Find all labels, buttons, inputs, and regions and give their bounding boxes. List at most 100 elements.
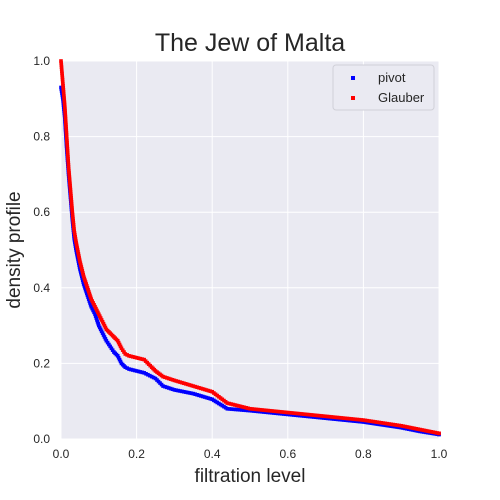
- data-point: [410, 428, 415, 432]
- data-point: [274, 411, 278, 416]
- data-point: [63, 112, 68, 117]
- data-point: [148, 373, 152, 378]
- data-point: [389, 422, 394, 427]
- data-point: [317, 415, 322, 420]
- data-point: [327, 416, 332, 421]
- data-point: [65, 146, 70, 151]
- data-point: [97, 314, 102, 318]
- data-point: [89, 304, 94, 309]
- data-point: [305, 412, 310, 417]
- data-point: [63, 110, 67, 115]
- data-point: [64, 128, 69, 133]
- data-point: [166, 376, 171, 381]
- data-point: [178, 389, 182, 393]
- data-point: [140, 357, 145, 361]
- data-point: [343, 418, 348, 422]
- data-point: [416, 429, 421, 433]
- data-point: [291, 413, 296, 417]
- data-point: [361, 418, 366, 422]
- data-point: [70, 214, 75, 219]
- data-point: [408, 427, 413, 432]
- data-point: [97, 323, 101, 328]
- data-point: [357, 419, 362, 424]
- data-point: [317, 413, 322, 418]
- data-point: [78, 267, 82, 271]
- data-point: [94, 306, 98, 311]
- data-point: [180, 389, 184, 394]
- data-point: [405, 425, 409, 429]
- data-point: [75, 246, 80, 250]
- series-glauber: [59, 59, 441, 436]
- data-point: [414, 426, 419, 431]
- data-point: [88, 303, 93, 307]
- data-point: [149, 374, 154, 379]
- data-point: [268, 410, 272, 415]
- data-point: [315, 415, 320, 420]
- data-point: [86, 287, 90, 292]
- data-point: [110, 348, 115, 352]
- data-point: [59, 63, 64, 67]
- data-point: [98, 327, 103, 332]
- data-point: [248, 408, 252, 413]
- data-point: [239, 408, 244, 412]
- data-point: [385, 421, 390, 426]
- data-point: [418, 427, 422, 432]
- data-point: [335, 417, 340, 422]
- data-point: [375, 420, 380, 424]
- data-point: [406, 427, 411, 431]
- data-point: [395, 423, 400, 427]
- data-point: [301, 412, 306, 416]
- data-point: [333, 415, 338, 420]
- data-point: [87, 291, 92, 296]
- data-point: [161, 384, 165, 388]
- data-point: [233, 407, 238, 412]
- data-point: [85, 284, 89, 288]
- data-point: [68, 183, 72, 188]
- data-point: [399, 423, 403, 428]
- data-point: [264, 408, 268, 413]
- data-point: [73, 234, 77, 239]
- data-point: [315, 413, 320, 418]
- data-point: [410, 426, 415, 430]
- data-point: [365, 420, 370, 425]
- data-point: [60, 77, 65, 82]
- data-point: [84, 289, 88, 294]
- data-point: [93, 312, 97, 317]
- data-point: [264, 410, 268, 415]
- data-point: [62, 102, 67, 107]
- data-point: [313, 413, 318, 418]
- data-point: [60, 71, 64, 76]
- data-point: [246, 406, 250, 411]
- data-point: [95, 318, 99, 322]
- data-point: [379, 422, 384, 427]
- data-point: [101, 333, 106, 337]
- data-point: [235, 407, 240, 412]
- data-point: [422, 428, 426, 433]
- data-point: [227, 407, 232, 411]
- data-point: [59, 87, 64, 92]
- data-point: [369, 421, 374, 425]
- data-point: [61, 90, 66, 94]
- data-point: [385, 423, 390, 428]
- data-point: [84, 282, 88, 286]
- data-point: [117, 357, 122, 362]
- data-point: [309, 413, 314, 417]
- data-point: [85, 286, 90, 290]
- data-point: [60, 79, 65, 84]
- data-point: [170, 387, 175, 392]
- data-point: [412, 428, 417, 433]
- data-point: [391, 424, 396, 429]
- data-point: [100, 320, 105, 324]
- data-point: [361, 420, 366, 424]
- data-point: [365, 418, 370, 423]
- data-point: [331, 415, 336, 419]
- data-point: [94, 316, 99, 320]
- data-point: [276, 411, 280, 416]
- data-point: [82, 276, 87, 281]
- data-point: [65, 140, 69, 145]
- data-point: [367, 419, 372, 423]
- data-point: [69, 200, 74, 204]
- data-point: [387, 424, 392, 428]
- y-tick-labels: 0.0 0.2 0.4 0.6 0.8 1.0: [33, 54, 50, 446]
- data-point: [163, 375, 167, 380]
